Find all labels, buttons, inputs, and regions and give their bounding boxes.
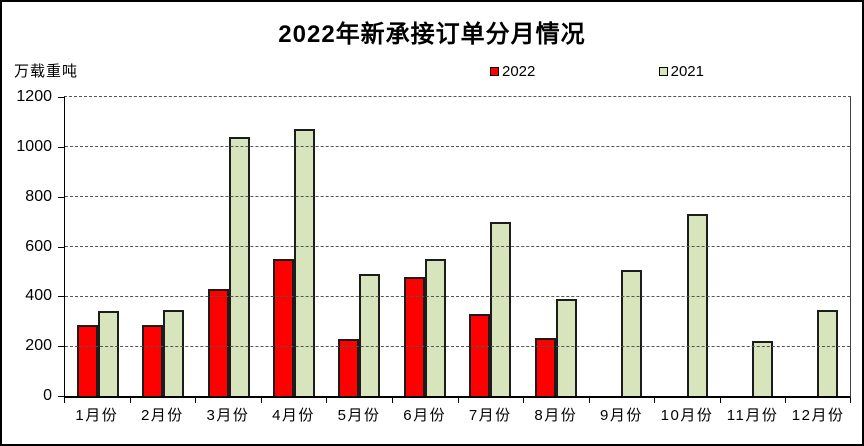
y-tick-label-400: 400 xyxy=(25,287,52,305)
chart-title: 2022年新承接订单分月情况 xyxy=(278,21,586,48)
gridline-800 xyxy=(65,196,850,198)
bar-2021-12月份 xyxy=(817,310,839,396)
y-axis-unit-label: 万载重吨 xyxy=(14,63,79,80)
y-tick-mark xyxy=(58,346,64,348)
x-tick-mark xyxy=(523,398,525,403)
x-tick-mark xyxy=(785,398,787,403)
x-label-10月份: 10月份 xyxy=(660,407,714,424)
plot-area xyxy=(64,96,851,398)
category-10月份 xyxy=(654,97,719,396)
legend: 2022 2021 xyxy=(490,62,704,80)
category-1月份 xyxy=(65,97,130,396)
category-11月份 xyxy=(719,97,784,396)
bar-2022-5月份 xyxy=(338,338,360,396)
x-label-9月份: 9月份 xyxy=(599,407,643,424)
x-tick-mark xyxy=(391,398,393,403)
category-6月份 xyxy=(392,97,457,396)
bar-2021-3月份 xyxy=(228,136,250,396)
legend-label: 2022 xyxy=(502,62,536,80)
y-tick-mark xyxy=(58,246,64,248)
x-tick-mark xyxy=(129,398,131,403)
x-tick-mark xyxy=(588,398,590,403)
x-label-7月份: 7月份 xyxy=(468,407,512,424)
bar-2021-5月份 xyxy=(359,273,381,396)
y-tick-label-600: 600 xyxy=(25,237,52,255)
x-tick-mark xyxy=(850,398,851,403)
gridline-400 xyxy=(65,295,850,297)
category-8月份 xyxy=(523,97,588,396)
x-label-2月份: 2月份 xyxy=(140,407,184,424)
y-tick-label-800: 800 xyxy=(25,187,52,205)
y-tick-mark xyxy=(58,146,64,148)
x-label-8月份: 8月份 xyxy=(534,407,578,424)
x-tick-mark xyxy=(719,398,721,403)
x-tick-mark xyxy=(326,398,328,403)
category-7月份 xyxy=(458,97,523,396)
gridline-1000 xyxy=(65,146,850,148)
category-3月份 xyxy=(196,97,261,396)
y-tick-mark xyxy=(58,97,64,98)
legend-item-2022: 2022 xyxy=(490,63,535,80)
y-tick-label-1000: 1000 xyxy=(16,137,52,155)
bars-container xyxy=(65,97,850,396)
x-label-11月份: 11月份 xyxy=(726,407,779,424)
bar-2021-11月份 xyxy=(751,341,773,396)
bar-2021-6月份 xyxy=(424,258,446,396)
bar-2022-1月份 xyxy=(76,325,98,396)
y-tick-label-1200: 1200 xyxy=(16,88,52,105)
bar-2022-7月份 xyxy=(469,313,491,396)
x-tick-mark xyxy=(195,398,197,403)
bar-2021-2月份 xyxy=(163,310,185,396)
x-label-12月份: 12月份 xyxy=(791,407,845,424)
x-tick-mark xyxy=(457,398,459,403)
bar-2022-6月份 xyxy=(403,277,425,396)
y-tick-label-200: 200 xyxy=(25,337,52,355)
bar-2022-3月份 xyxy=(207,288,229,396)
x-tick-mark xyxy=(64,398,65,403)
bar-2022-4月份 xyxy=(272,259,294,396)
x-tick-mark xyxy=(654,398,656,403)
bar-2021-1月份 xyxy=(97,311,119,396)
x-tick-mark xyxy=(260,398,262,403)
category-4月份 xyxy=(261,97,326,396)
bar-2022-2月份 xyxy=(142,325,164,396)
x-label-6月份: 6月份 xyxy=(403,407,447,424)
legend-swatch-2021 xyxy=(658,66,668,76)
category-9月份 xyxy=(588,97,653,396)
y-tick-mark xyxy=(58,196,64,198)
legend-item-2021: 2021 xyxy=(658,62,704,80)
legend-label: 2021 xyxy=(670,62,704,80)
bar-2021-7月份 xyxy=(490,221,512,396)
category-5月份 xyxy=(327,97,392,396)
gridline-600 xyxy=(65,246,850,247)
y-tick-mark xyxy=(58,296,64,298)
x-label-1月份: 1月份 xyxy=(75,407,119,424)
category-12月份 xyxy=(785,97,850,396)
gridline-200 xyxy=(65,345,850,347)
x-label-4月份: 4月份 xyxy=(272,407,315,424)
bar-2021-4月份 xyxy=(293,129,315,396)
y-tick-mark xyxy=(58,396,64,397)
x-label-3月份: 3月份 xyxy=(206,407,250,424)
bar-2021-10月份 xyxy=(686,214,708,396)
y-tick-label-0: 0 xyxy=(43,387,52,404)
legend-swatch-2022 xyxy=(490,66,499,76)
category-2月份 xyxy=(130,97,195,396)
bar-2021-8月份 xyxy=(555,298,577,396)
bar-2021-9月份 xyxy=(621,270,643,396)
x-axis-labels: 1月份 2月份 3月份 4月份 5月份 6月份 7月份 8月份 9月份 10月份 11月份 12月份 xyxy=(64,404,851,425)
bar-2022-8月份 xyxy=(534,338,556,396)
x-label-5月份: 5月份 xyxy=(337,407,381,424)
